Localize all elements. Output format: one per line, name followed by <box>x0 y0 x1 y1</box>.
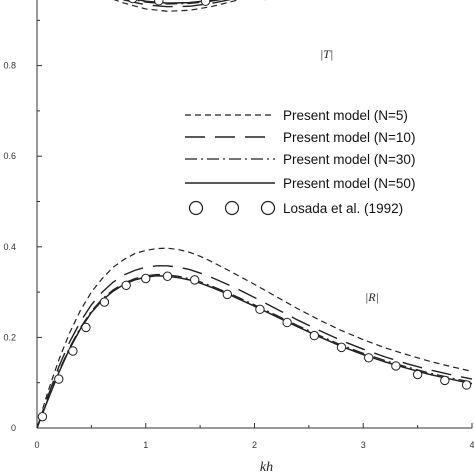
annotation-t: |T| <box>320 47 333 61</box>
series-line-present-model-n-30-t <box>132 0 223 5</box>
x-tick-label: 3 <box>361 440 366 450</box>
data-point-losada-r <box>54 374 64 384</box>
data-point-losada-r <box>282 317 292 328</box>
data-point-losada-r <box>37 411 48 422</box>
data-point-losada-r <box>461 380 472 390</box>
data-point-losada-r <box>391 361 401 371</box>
axes: 0 1 2 3 4 0 0.2 0.4 0.6 0.8 kh <box>3 0 474 474</box>
y-tick-label: 0 <box>11 423 16 433</box>
legend-label-losada: Losada et al. (1992) <box>283 201 403 216</box>
markers-group <box>37 0 472 422</box>
data-point-losada-r <box>336 342 347 353</box>
legend-label-n5: Present model (N=5) <box>283 108 408 123</box>
x-tick-label: 4 <box>469 440 474 450</box>
data-point-losada-r <box>309 330 320 341</box>
data-point-losada-r <box>189 275 200 285</box>
data-point-losada-r <box>412 369 423 380</box>
data-point-losada-r <box>222 289 233 300</box>
data-point-losada-t <box>128 0 138 4</box>
x-tick-label: 1 <box>143 440 148 450</box>
series-group <box>36 0 473 429</box>
data-point-losada-r <box>68 346 78 356</box>
annotation-r: |R| <box>365 290 379 304</box>
annotations: |T| |R| <box>320 47 379 304</box>
legend: Present model (N=5) Present model (N=10)… <box>185 108 415 216</box>
legend-marker-1 <box>188 200 204 216</box>
y-tick-label: 0.8 <box>3 61 16 71</box>
data-point-losada-r <box>162 271 173 281</box>
data-point-losada-r <box>363 353 374 363</box>
x-axis-label: kh <box>260 460 273 474</box>
legend-marker-2 <box>224 200 240 216</box>
series-line-present-model-n-10-r <box>36 265 473 429</box>
data-point-losada-r <box>121 280 131 291</box>
data-point-losada-r <box>99 297 110 307</box>
data-point-losada-r <box>255 304 265 315</box>
legend-label-n30: Present model (N=30) <box>283 152 415 167</box>
legend-label-n50: Present model (N=50) <box>283 176 415 191</box>
data-point-losada-t <box>200 0 211 6</box>
x-tick-label: 2 <box>252 440 257 450</box>
series-line-present-model-n-10-t <box>121 0 232 8</box>
data-point-losada-r <box>440 375 450 386</box>
y-tick-label: 0.6 <box>3 151 16 161</box>
data-point-losada-t <box>154 0 164 6</box>
series-line-present-model-n-5-t <box>113 0 241 12</box>
x-tick-label: 0 <box>34 440 39 450</box>
data-point-losada-r <box>141 273 151 284</box>
data-point-losada-r <box>81 322 91 333</box>
legend-label-n10: Present model (N=10) <box>283 130 415 145</box>
y-tick-label: 0.2 <box>3 332 16 342</box>
series-line-present-model-n-50-t <box>135 0 218 4</box>
legend-marker-3 <box>260 200 276 216</box>
series-line-present-model-n-5-r <box>36 247 473 429</box>
y-tick-label: 0.4 <box>3 242 16 252</box>
